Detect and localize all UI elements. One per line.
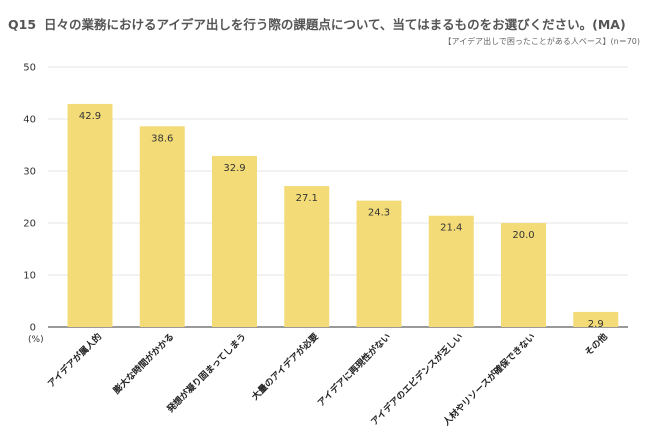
category-label: その他: [582, 331, 610, 359]
y-tick-label: 40: [23, 115, 36, 126]
y-unit-label: (%): [28, 335, 44, 345]
chart-title: Q15 日々の業務におけるアイデア出しを行う際の課題点について、当てはまるものをお…: [8, 14, 626, 33]
base-label: 【アイデア出しで困ったことがある人ベース】: [443, 37, 611, 46]
category-label: 膨大な時間がかかる: [110, 331, 176, 397]
bar: [501, 223, 546, 327]
data-label: 38.6: [151, 133, 173, 144]
y-tick-label: 0: [30, 323, 36, 334]
bar: [573, 311, 619, 327]
data-label: 42.9: [79, 111, 101, 122]
category-label: アイデアに再現性がない: [315, 331, 393, 409]
bar: [212, 155, 257, 327]
y-tick-label: 20: [23, 219, 36, 230]
category-label: アイデアが属人的: [45, 331, 104, 390]
data-label: 20.0: [512, 230, 534, 241]
data-label: 21.4: [440, 223, 462, 234]
y-tick-label: 50: [23, 63, 36, 74]
base-n: (n＝70): [610, 37, 641, 46]
category-label: 大量のアイデアが必要: [249, 331, 321, 403]
bar: [428, 215, 474, 327]
bar: [139, 126, 185, 327]
bar: [284, 186, 330, 327]
y-axis: 0 10 20 30 40 50: [23, 63, 36, 334]
y-tick-label: 30: [23, 167, 36, 178]
bar: [356, 200, 402, 327]
category-label: 発想が凝り固まってしまう: [164, 331, 249, 416]
question-text: 日々の業務におけるアイデア出しを行う際の課題点について、当てはまるものをお選びく…: [44, 17, 626, 32]
respondent-base: 【アイデア出しで困ったことがある人ベース】(n＝70): [444, 36, 640, 47]
data-label: 24.3: [368, 208, 390, 219]
y-tick-label: 10: [23, 271, 36, 282]
data-label: 2.9: [588, 319, 604, 330]
bars: [67, 103, 619, 327]
question-number: Q15: [8, 17, 37, 32]
data-labels: 42.9 38.6 32.9 27.1 24.3 21.4 20.0 2.9: [79, 111, 604, 330]
bar: [67, 103, 113, 327]
data-label: 27.1: [296, 193, 318, 204]
data-label: 32.9: [223, 163, 245, 174]
